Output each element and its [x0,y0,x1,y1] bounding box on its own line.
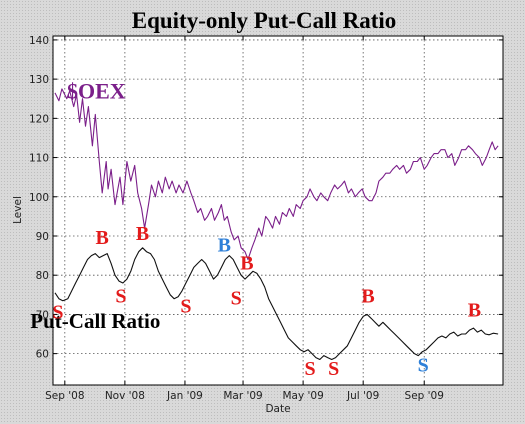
sell-signal-marker: S [231,288,242,310]
buy-signal-marker: B [136,223,149,245]
x-axis-label: Date [265,403,290,415]
y-tick-label: 80 [36,270,49,282]
y-tick-label: 110 [29,153,49,165]
x-tick-label: May '09 [282,390,323,402]
series-line-oex [54,88,499,261]
x-tick-label: Mar '09 [223,390,262,402]
x-tick-label: Jan '09 [166,390,203,402]
series-label-oex: $OEX [67,79,126,104]
sell-signal-marker: S [304,358,315,380]
plot-area [52,35,504,386]
y-tick-label: 70 [36,309,49,321]
y-tick-label: 90 [36,231,49,243]
buy-signal-marker: B [468,299,481,321]
series-line-put-call-ratio [54,247,499,361]
chart-title: Equity-only Put-Call Ratio [132,8,397,33]
x-tick-label: Sep '09 [405,390,444,402]
x-tick-label: Jul '09 [346,390,379,402]
grid [53,36,503,385]
y-tick-label: 60 [36,349,49,361]
series-labels: $OEX Put-Call Ratio [30,79,160,333]
buy-signal-marker: B [218,235,231,257]
y-tick-label: 130 [29,74,49,86]
plot-frame [52,35,504,386]
buy-signal-marker: B [240,252,253,274]
sell-signal-marker: S [328,358,339,380]
y-tick-label: 100 [29,192,49,204]
axis-ticks: 60 70 80 90 100 110 120 130 140 Sep '08 Nov '08 Jan… [29,35,503,402]
y-tick-label: 140 [29,35,49,47]
y-tick-label: 120 [29,113,49,125]
series-label-put-call-ratio: Put-Call Ratio [30,309,160,333]
buy-signal-marker: B [361,286,374,308]
buy-signal-marker: B [96,227,109,249]
sell-signal-marker: S [115,286,126,308]
x-tick-label: Sep '08 [45,390,84,402]
sell-signal-marker: S [180,295,191,317]
sell-signal-marker: S [52,301,63,323]
sell-signal-marker: S [418,354,429,376]
x-tick-label: Nov '08 [105,390,145,402]
y-axis-label: Level [12,196,24,224]
series-layer [54,88,499,361]
